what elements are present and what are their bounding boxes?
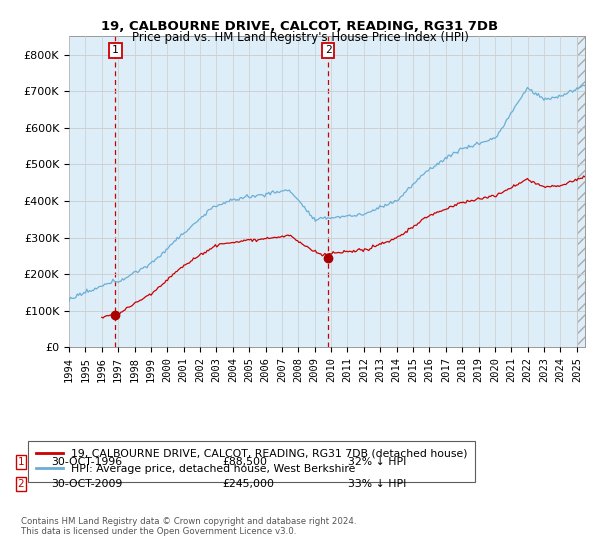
Text: 2: 2 (17, 479, 25, 489)
Text: 30-OCT-2009: 30-OCT-2009 (51, 479, 122, 489)
Text: 1: 1 (112, 45, 119, 55)
Text: 30-OCT-1996: 30-OCT-1996 (51, 457, 122, 467)
Text: £88,500: £88,500 (222, 457, 267, 467)
Text: 1: 1 (17, 457, 25, 467)
Text: 33% ↓ HPI: 33% ↓ HPI (348, 479, 406, 489)
Text: Price paid vs. HM Land Registry's House Price Index (HPI): Price paid vs. HM Land Registry's House … (131, 31, 469, 44)
Text: 19, CALBOURNE DRIVE, CALCOT, READING, RG31 7DB: 19, CALBOURNE DRIVE, CALCOT, READING, RG… (101, 20, 499, 32)
Text: Contains HM Land Registry data © Crown copyright and database right 2024.
This d: Contains HM Land Registry data © Crown c… (21, 517, 356, 536)
Text: 32% ↓ HPI: 32% ↓ HPI (348, 457, 406, 467)
Text: £245,000: £245,000 (222, 479, 274, 489)
Text: 2: 2 (325, 45, 332, 55)
Legend: 19, CALBOURNE DRIVE, CALCOT, READING, RG31 7DB (detached house), HPI: Average pr: 19, CALBOURNE DRIVE, CALCOT, READING, RG… (28, 441, 475, 482)
